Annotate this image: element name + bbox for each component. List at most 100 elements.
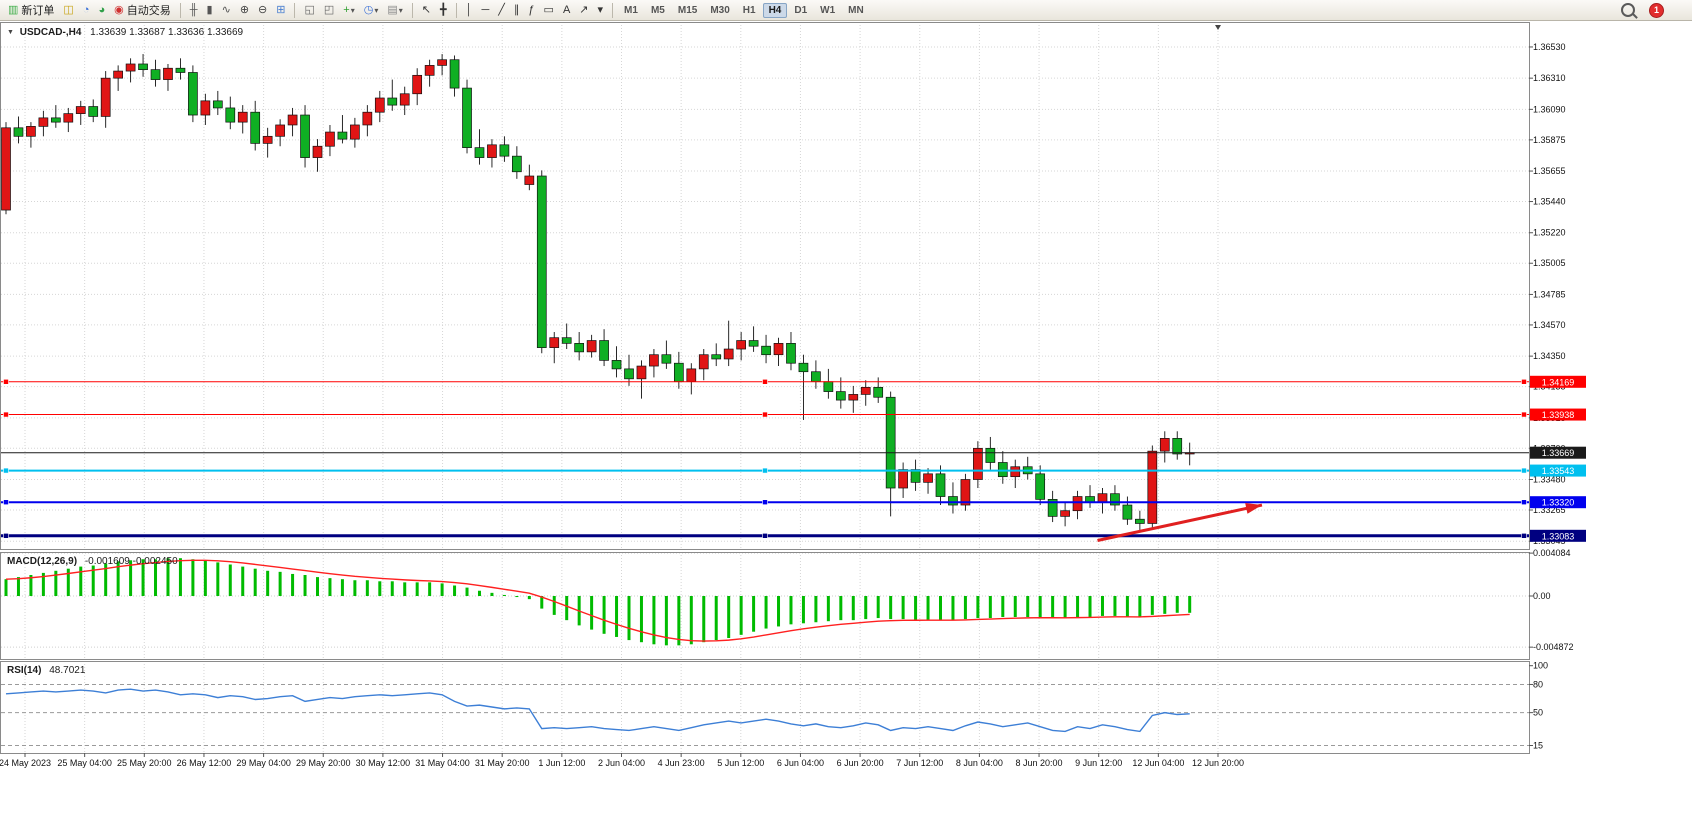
- candle-body: [524, 175, 535, 185]
- macd-bar: [353, 580, 357, 596]
- text-button[interactable]: A: [559, 1, 574, 20]
- price-badge-1.33938: [1530, 408, 1586, 421]
- auto-scroll-button[interactable]: ◱: [300, 1, 318, 20]
- periods-button[interactable]: ◷ ▾: [360, 1, 383, 20]
- line-handle[interactable]: [1521, 467, 1527, 474]
- zoom-out-button[interactable]: ⊖: [254, 1, 271, 20]
- shapes-button[interactable]: ▭: [540, 1, 558, 20]
- timeframe-button-mn[interactable]: MN: [848, 4, 864, 16]
- arrows-button[interactable]: ↗: [575, 1, 592, 20]
- macd-bar: [141, 559, 145, 596]
- bars-chart-type-button[interactable]: ╫: [186, 1, 202, 20]
- candle-body: [873, 386, 884, 398]
- macd-bar: [1051, 595, 1055, 619]
- line-handle[interactable]: [762, 411, 768, 418]
- price-axis-label: 1.33265: [1533, 505, 1566, 515]
- candle-body: [1172, 438, 1183, 455]
- new-order-button[interactable]: ▥ 新订单: [4, 1, 58, 20]
- vertical-line-icon: │: [465, 3, 473, 16]
- line-handle[interactable]: [1521, 499, 1527, 505]
- line-handle[interactable]: [3, 378, 9, 385]
- line-handle[interactable]: [762, 499, 768, 505]
- line-handle[interactable]: [3, 533, 9, 539]
- macd-histogram: [4, 558, 1192, 646]
- candles-chart-type-button[interactable]: ▮: [203, 1, 217, 20]
- candle-body: [387, 97, 398, 106]
- line-handle[interactable]: [1521, 533, 1527, 539]
- price-badge-label: 1.33320: [1542, 498, 1575, 508]
- timeframe-button-h4[interactable]: H4: [762, 2, 788, 18]
- timeframe-button-h1[interactable]: H1: [742, 4, 756, 16]
- timeframe-button-w1[interactable]: W1: [820, 4, 836, 16]
- dropdown-arrow-icon[interactable]: ▾: [374, 5, 379, 15]
- macd-bar: [739, 595, 743, 635]
- timeframe-button-m1[interactable]: M1: [624, 4, 638, 16]
- line-handle[interactable]: [3, 411, 9, 418]
- dropdown-arrow-icon[interactable]: ▾: [398, 5, 403, 15]
- channel-button[interactable]: ∥: [510, 1, 524, 20]
- macd-bar: [465, 587, 469, 596]
- macd-bar: [1013, 595, 1017, 617]
- macd-bar: [1138, 595, 1142, 617]
- macd-bar: [291, 573, 295, 596]
- community-button[interactable]: ◕: [94, 1, 109, 20]
- tile-windows-button[interactable]: ⊞: [272, 1, 289, 20]
- timeframe-button-m15[interactable]: M15: [677, 4, 698, 16]
- indicators-button[interactable]: + ▾: [339, 1, 358, 20]
- macd-bar: [889, 595, 893, 620]
- crosshair-button[interactable]: ╋: [436, 1, 451, 20]
- macd-bar: [41, 572, 45, 596]
- macd-bar: [988, 595, 992, 619]
- trend-arrow[interactable]: [1097, 503, 1263, 542]
- time-axis-label: 8 Jun 04:00: [956, 758, 1003, 768]
- search-icon[interactable]: [1621, 3, 1635, 17]
- trendline-button[interactable]: ╱: [494, 1, 509, 20]
- macd-bar: [328, 578, 332, 596]
- candle-body: [885, 396, 896, 489]
- candle-body: [636, 365, 647, 380]
- market-watch-button[interactable]: ◔: [79, 1, 94, 20]
- timeframe-button-m5[interactable]: M5: [650, 4, 665, 16]
- timeframe-button-m30[interactable]: M30: [710, 4, 730, 16]
- charts-grid-button[interactable]: ◫: [59, 1, 77, 20]
- objects-dropdown-button[interactable]: ▾: [594, 1, 608, 20]
- timeframe-button-d1[interactable]: D1: [794, 4, 808, 16]
- auto-trading-icon: ◉: [114, 3, 124, 16]
- line-handle[interactable]: [1521, 378, 1527, 385]
- line-handle[interactable]: [1521, 411, 1527, 418]
- candle-body: [698, 354, 709, 370]
- macd-bar: [79, 566, 83, 596]
- auto-trading-button[interactable]: ◉ 自动交易: [110, 1, 175, 20]
- horizontal-line-button[interactable]: ─: [478, 1, 494, 20]
- candle-body: [412, 74, 423, 95]
- line-handle[interactable]: [3, 467, 9, 474]
- line-handle[interactable]: [3, 499, 9, 505]
- templates-button[interactable]: ▤ ▾: [383, 1, 406, 20]
- macd-bar: [1188, 595, 1192, 613]
- trend-arrow-line[interactable]: [1097, 503, 1263, 542]
- chart-shift-icon: ◰: [323, 3, 335, 16]
- line-handle[interactable]: [762, 378, 768, 385]
- chart-shift-button[interactable]: ◰: [320, 1, 338, 20]
- notification-badge[interactable]: 1: [1649, 2, 1664, 18]
- macd-bar: [66, 568, 70, 596]
- vertical-line-button[interactable]: │: [462, 1, 477, 20]
- market-watch-icon: ◔: [82, 3, 90, 16]
- zoom-in-button[interactable]: ⊕: [236, 1, 253, 20]
- macd-axis-label: 0.004084: [1533, 548, 1571, 558]
- line-handle[interactable]: [762, 467, 768, 474]
- symbol-dropdown-icon[interactable]: ▼: [7, 29, 14, 36]
- price-axis: 1.36530 1.36310 1.36090 1.35875 1.35655 1.354…: [1529, 42, 1586, 750]
- line-handle[interactable]: [762, 533, 768, 539]
- time-axis-label: 31 May 20:00: [475, 758, 530, 768]
- price-badge-1.34169: [1530, 375, 1586, 388]
- dropdown-arrow-icon[interactable]: ▾: [350, 5, 355, 15]
- candle-body: [860, 386, 871, 395]
- macd-axis-label: -0.004872: [1533, 642, 1574, 652]
- fibonacci-button[interactable]: ƒ: [524, 1, 538, 20]
- macd-bar: [615, 595, 619, 637]
- line-chart-type-button[interactable]: ∿: [218, 1, 235, 20]
- rsi-axis-label: 100: [1533, 661, 1548, 671]
- cursor-button[interactable]: ↖: [418, 1, 435, 20]
